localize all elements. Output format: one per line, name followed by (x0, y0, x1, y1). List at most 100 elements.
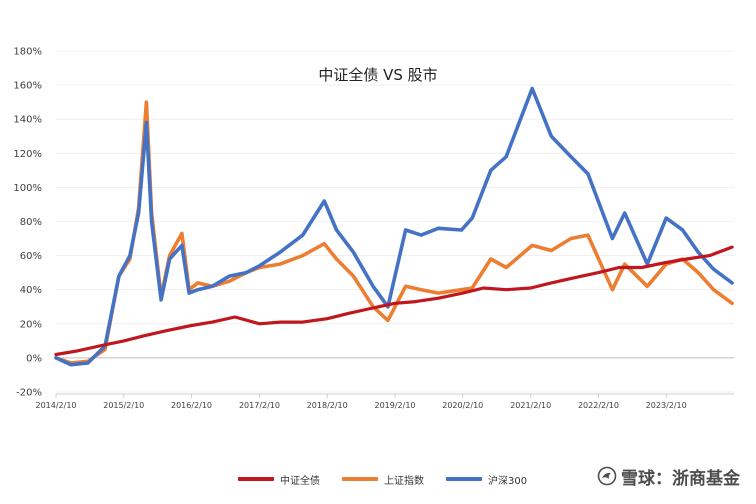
y-tick-label: 120% (13, 149, 42, 160)
series-line-csi300 (54, 86, 734, 367)
data-point (712, 288, 715, 291)
x-tick-label: 2022/2/10 (578, 401, 619, 410)
data-point (118, 275, 120, 277)
y-tick-label: 20% (20, 319, 42, 330)
data-point (731, 282, 733, 284)
legend-label-csi300: 沪深300 (488, 475, 528, 487)
y-tick-label: 0% (26, 353, 42, 364)
data-point (531, 87, 533, 90)
data-point (420, 234, 423, 236)
data-point (387, 319, 389, 322)
data-point (181, 232, 183, 235)
data-point (104, 348, 106, 351)
data-point (437, 227, 440, 230)
data-point (420, 288, 423, 291)
watermark: 雪球：浙商基金 (597, 462, 740, 490)
data-point (550, 249, 553, 252)
data-point (145, 101, 148, 103)
data-point (471, 217, 474, 219)
data-point (323, 242, 326, 245)
data-point (197, 282, 199, 284)
y-tick-label: 160% (13, 81, 42, 92)
data-point (414, 300, 417, 303)
data-point (145, 121, 148, 124)
data-point (570, 155, 572, 158)
data-point (279, 251, 281, 253)
data-point (597, 271, 600, 274)
x-tick-label: 2021/2/10 (510, 401, 551, 410)
data-point (618, 266, 620, 269)
data-point (228, 275, 231, 277)
data-point (160, 299, 162, 301)
y-tick-label: 60% (20, 251, 42, 262)
data-point (211, 285, 214, 288)
data-point (211, 321, 214, 323)
data-point (352, 251, 355, 253)
data-point (665, 217, 667, 219)
data-point (482, 287, 485, 289)
data-point (460, 288, 463, 291)
data-point (460, 229, 463, 231)
data-point (166, 329, 168, 332)
legend-item-csi300: 沪深300 (446, 470, 527, 488)
data-point (640, 266, 643, 269)
x-tick-label: 2017/2/10 (239, 401, 280, 410)
data-point (587, 234, 589, 236)
x-tick-label: 2020/2/10 (442, 401, 483, 410)
legend: 中证全债 上证指数 沪深300 (0, 470, 756, 488)
axes: -20% 0% 20% 40% 60% 80% 100% 120% 140% 160% 180% 20… (13, 47, 734, 410)
x-tick-label: 2019/2/10 (374, 401, 415, 410)
data-point (550, 135, 553, 138)
data-point (437, 297, 440, 300)
snowball-logo-icon (597, 466, 617, 486)
data-point (352, 275, 355, 277)
data-point (471, 287, 474, 289)
chart-title: 中证全债 VS 股市 (318, 66, 438, 84)
data-point (301, 321, 304, 323)
x-tick-label: 2014/2/10 (35, 401, 76, 410)
data-point (623, 212, 626, 214)
data-point (505, 288, 508, 291)
data-point (646, 285, 649, 288)
data-point (326, 317, 329, 320)
data-point (731, 302, 733, 305)
data-point (197, 288, 199, 291)
data-point (611, 288, 614, 291)
data-point (150, 220, 153, 223)
data-point (681, 229, 684, 231)
data-point (708, 254, 711, 257)
data-point (228, 280, 231, 283)
data-point (531, 244, 533, 247)
data-point (570, 237, 572, 240)
data-point (301, 254, 304, 257)
data-point (623, 263, 626, 265)
legend-label-shanghai: 上证指数 (384, 475, 424, 487)
data-point (323, 200, 326, 202)
legend-item-shanghai: 上证指数 (342, 470, 424, 488)
data-point (404, 229, 407, 231)
data-point (490, 258, 492, 260)
data-point (697, 251, 699, 253)
data-point (587, 173, 589, 175)
legend-label-bond: 中证全债 (280, 475, 320, 487)
data-point (712, 268, 715, 271)
data-point (98, 345, 101, 347)
data-point (234, 316, 236, 318)
data-point (550, 282, 553, 284)
y-tick-label: 40% (20, 285, 42, 296)
watermark-text: 雪球：浙商基金 (621, 468, 740, 489)
data-point (129, 254, 131, 257)
x-tick-label: 2016/2/10 (171, 401, 212, 410)
y-tick-label: -20% (16, 388, 42, 399)
data-point (301, 234, 304, 236)
x-tick-label: 2015/2/10 (103, 401, 144, 410)
y-tick-label: 180% (13, 47, 42, 58)
data-point (190, 324, 193, 327)
data-point (258, 323, 261, 325)
data-point (462, 292, 464, 294)
y-tick-label: 100% (13, 183, 42, 194)
series-line-shanghai (54, 100, 734, 365)
data-point (181, 244, 183, 247)
